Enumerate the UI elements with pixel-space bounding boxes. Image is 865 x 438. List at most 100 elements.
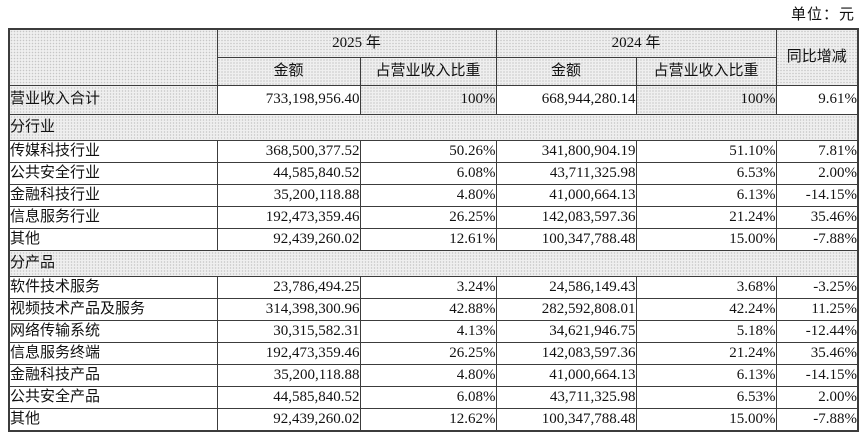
yoy-change-header: 同比增减 [775, 28, 859, 86]
table-row: 其他 92,439,260.02 12.61% 100,347,788.48 15.00… [8, 228, 859, 251]
yoy-change-cell: -3.25% [775, 276, 859, 299]
amount-2025-cell: 30,315,582.31 [216, 320, 361, 343]
table-row: 软件技术服务 23,786,494.25 3.24% 24,586,149.43 3.6… [8, 276, 859, 299]
row-label: 金融科技产品 [8, 364, 218, 387]
amount-2024-cell: 41,000,664.13 [495, 184, 637, 207]
amount-2025-cell: 368,500,377.52 [216, 140, 361, 163]
ratio-2024-cell: 6.13% [635, 364, 777, 387]
yoy-change-cell: 2.00% [775, 386, 859, 409]
yoy-change-cell: -7.88% [775, 228, 859, 251]
ratio-2025-cell: 4.13% [359, 320, 497, 343]
ratio-2024-cell: 5.18% [635, 320, 777, 343]
yoy-change-cell: 9.61% [775, 85, 859, 115]
table-body: 营业收入合计 733,198,956.40 100% 668,944,280.14 10… [8, 85, 859, 432]
ratio-2024-cell: 3.68% [635, 276, 777, 299]
ratio-2025-cell: 6.08% [359, 386, 497, 409]
table-row: 金融科技产品 35,200,118.88 4.80% 41,000,664.13 6.1… [8, 364, 859, 387]
row-label: 软件技术服务 [8, 276, 218, 299]
row-label: 信息服务行业 [8, 206, 218, 229]
ratio-2025-cell: 26.25% [359, 206, 497, 229]
yoy-change-cell: -7.88% [775, 408, 859, 432]
ratio-2025-cell: 4.80% [359, 364, 497, 387]
amount-2025-cell: 23,786,494.25 [216, 276, 361, 299]
ratio-2024-cell: 6.13% [635, 184, 777, 207]
section-label: 分产品 [8, 250, 859, 277]
ratio-2024-cell: 15.00% [635, 408, 777, 432]
ratio-2025-cell: 4.80% [359, 184, 497, 207]
ratio-2024-cell: 6.53% [635, 162, 777, 185]
section-row: 分产品 [8, 250, 859, 277]
row-label: 网络传输系统 [8, 320, 218, 343]
row-label: 金融科技行业 [8, 184, 218, 207]
table-row: 公共安全行业 44,585,840.52 6.08% 43,711,325.98 6.5… [8, 162, 859, 185]
amount-2024-cell: 282,592,808.01 [495, 298, 637, 321]
ratio-2025-cell: 100% [359, 85, 497, 115]
yoy-change-cell: 11.25% [775, 298, 859, 321]
row-label: 其他 [8, 408, 218, 432]
yoy-change-cell: -14.15% [775, 364, 859, 387]
amount-2025-cell: 192,473,359.46 [216, 342, 361, 365]
table-row: 公共安全产品 44,585,840.52 6.08% 43,711,325.98 6.5… [8, 386, 859, 409]
amount-2025-cell: 314,398,300.96 [216, 298, 361, 321]
ratio-2025-cell: 12.62% [359, 408, 497, 432]
row-label: 传媒科技行业 [8, 140, 218, 163]
amount-2024-cell: 100,347,788.48 [495, 228, 637, 251]
amount-2025-cell: 44,585,840.52 [216, 162, 361, 185]
year-2024-header: 2024 年 [495, 28, 777, 58]
section-row: 分行业 [8, 114, 859, 141]
ratio-2024-header: 占营业收入比重 [635, 57, 777, 86]
ratio-2024-cell: 21.24% [635, 206, 777, 229]
revenue-breakdown-table: 2025 年 2024 年 同比增减 金额 占营业收入比重 金额 占营业收入比重… [8, 28, 860, 432]
header-row-metrics: 金额 占营业收入比重 金额 占营业收入比重 [9, 57, 858, 86]
table-row: 其他 92,439,260.02 12.62% 100,347,788.48 15.00… [8, 408, 859, 432]
table-row: 营业收入合计 733,198,956.40 100% 668,944,280.14 10… [8, 85, 859, 115]
table-row: 金融科技行业 35,200,118.88 4.80% 41,000,664.13 6.1… [8, 184, 859, 207]
table-row: 传媒科技行业 368,500,377.52 50.26% 341,800,904.19… [8, 140, 859, 163]
ratio-2024-cell: 42.24% [635, 298, 777, 321]
ratio-2024-cell: 15.00% [635, 228, 777, 251]
amount-2025-cell: 733,198,956.40 [216, 85, 361, 115]
table-row: 视频技术产品及服务 314,398,300.96 42.88% 282,592,808… [8, 298, 859, 321]
amount-2024-cell: 142,083,597.36 [495, 206, 637, 229]
yoy-change-cell: 35.46% [775, 206, 859, 229]
amount-2025-cell: 35,200,118.88 [216, 364, 361, 387]
row-label: 其他 [8, 228, 218, 251]
yoy-change-cell: 35.46% [775, 342, 859, 365]
yoy-change-cell: -14.15% [775, 184, 859, 207]
row-label: 公共安全行业 [8, 162, 218, 185]
header-row-years: 2025 年 2024 年 同比增减 [8, 28, 859, 86]
ratio-2025-header: 占营业收入比重 [359, 57, 497, 86]
ratio-2024-cell: 100% [635, 85, 777, 115]
table-header: 2025 年 2024 年 同比增减 金额 占营业收入比重 金额 占营业收入比重 [8, 28, 859, 86]
ratio-2025-cell: 50.26% [359, 140, 497, 163]
ratio-2024-cell: 6.53% [635, 386, 777, 409]
amount-2024-cell: 341,800,904.19 [495, 140, 637, 163]
row-label: 视频技术产品及服务 [8, 298, 218, 321]
amount-2024-cell: 668,944,280.14 [495, 85, 637, 115]
amount-2024-cell: 24,586,149.43 [495, 276, 637, 299]
section-label: 分行业 [8, 114, 859, 141]
row-label: 公共安全产品 [8, 386, 218, 409]
amount-2024-cell: 142,083,597.36 [495, 342, 637, 365]
ratio-2025-cell: 26.25% [359, 342, 497, 365]
amount-2025-cell: 92,439,260.02 [216, 408, 361, 432]
amount-2025-cell: 192,473,359.46 [216, 206, 361, 229]
amount-2025-cell: 35,200,118.88 [216, 184, 361, 207]
ratio-2024-cell: 51.10% [635, 140, 777, 163]
row-label: 信息服务终端 [8, 342, 218, 365]
ratio-2025-cell: 6.08% [359, 162, 497, 185]
corner-empty-cell [8, 28, 218, 86]
table-row: 信息服务行业 192,473,359.46 26.25% 142,083,597.36… [8, 206, 859, 229]
table-row: 信息服务终端 192,473,359.46 26.25% 142,083,597.36… [8, 342, 859, 365]
amount-2024-cell: 43,711,325.98 [495, 386, 637, 409]
amount-2024-cell: 43,711,325.98 [495, 162, 637, 185]
yoy-change-cell: -12.44% [775, 320, 859, 343]
year-2025-header: 2025 年 [216, 28, 497, 58]
amount-2025-header: 金额 [216, 57, 361, 86]
amount-2025-cell: 44,585,840.52 [216, 386, 361, 409]
ratio-2025-cell: 3.24% [359, 276, 497, 299]
row-label: 营业收入合计 [8, 85, 218, 115]
yoy-change-cell: 2.00% [775, 162, 859, 185]
amount-2024-cell: 41,000,664.13 [495, 364, 637, 387]
